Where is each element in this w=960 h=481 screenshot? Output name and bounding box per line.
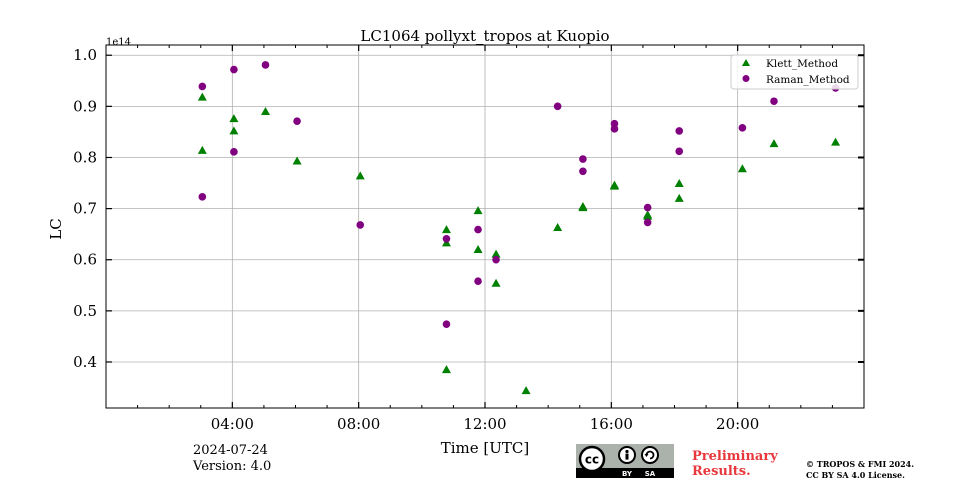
y-tick-label: 0.7 <box>73 200 97 218</box>
raman-point <box>261 61 270 69</box>
raman-point <box>553 102 562 111</box>
raman-point <box>198 193 207 201</box>
cc-logo-text: cc <box>585 453 599 467</box>
klett-point <box>473 245 483 254</box>
klett-point <box>355 171 365 180</box>
klett-point <box>229 114 239 123</box>
klett-point <box>473 206 483 215</box>
legend-box <box>730 54 859 90</box>
plot-frame <box>105 44 865 409</box>
cc-logo-icon <box>578 445 606 473</box>
klett-point <box>553 223 563 232</box>
y-tick-label: 1.0 <box>73 46 97 64</box>
raman-point <box>474 277 482 286</box>
preliminary-line-2: Results. <box>692 464 751 479</box>
x-axis-label: Time [UTC] <box>441 439 530 457</box>
klett-point <box>441 365 451 374</box>
klett-point <box>674 193 684 202</box>
raman-point <box>675 147 684 156</box>
y-tick-label: 0.9 <box>73 97 97 115</box>
by-person-body-icon <box>625 453 629 460</box>
x-tick-label: 04:00 <box>211 415 254 433</box>
footer-date: 2024-07-24 <box>193 443 268 458</box>
footer-version: Version: 4.0 <box>193 459 272 474</box>
klett-point <box>197 92 207 101</box>
y-tick-label: 0.5 <box>73 302 97 320</box>
klett-point <box>441 225 451 234</box>
sa-sharealike-icon <box>641 446 659 464</box>
cc-badge-strip <box>576 468 674 478</box>
sa-label: SA <box>645 470 656 478</box>
klett-point <box>674 179 684 188</box>
grid-lines <box>106 45 864 408</box>
raman-point <box>198 82 207 91</box>
raman-point <box>579 155 587 163</box>
klett-point <box>260 106 270 115</box>
raman-point <box>442 234 451 243</box>
raman-point <box>643 203 652 212</box>
copyright-line-2: CC BY SA 4.0 License. <box>806 470 905 480</box>
raman-point <box>442 320 451 328</box>
legend: Klett_Method Raman_Method <box>730 54 859 90</box>
klett-point <box>578 203 588 212</box>
klett-point <box>521 386 531 395</box>
preliminary-results-note: Preliminary Results. <box>692 449 778 479</box>
copyright-line-1: © TROPOS & FMI 2024. <box>806 459 915 469</box>
raman-point <box>293 117 301 125</box>
raman-point <box>474 225 482 234</box>
cc-by-sa-license-badge: cc BY SA <box>576 444 674 478</box>
legend-label-klett: Klett_Method <box>766 58 838 70</box>
by-person-head-icon <box>625 449 629 454</box>
legend-marker-klett <box>742 59 750 66</box>
raman-point <box>610 125 619 133</box>
raman-point <box>230 65 238 74</box>
klett-point <box>737 164 747 173</box>
raman-point <box>356 221 365 229</box>
klett-point <box>831 137 841 146</box>
raman-point <box>643 218 652 227</box>
y-tick-labels: 0.4 0.5 0.6 0.7 0.8 0.9 1.0 <box>73 46 97 371</box>
raman-point <box>770 97 778 106</box>
x-tick-labels: 04:00 08:00 12:00 16:00 20:00 <box>211 415 760 433</box>
klett-point <box>292 156 302 165</box>
copyright-notice: © TROPOS & FMI 2024. CC BY SA 4.0 Licens… <box>806 459 914 481</box>
klett-point <box>491 249 501 258</box>
y-tick-label: 0.8 <box>73 148 97 166</box>
klett-point <box>643 211 653 220</box>
klett-point <box>229 126 239 135</box>
raman-point <box>230 148 238 156</box>
raman-point <box>738 124 747 132</box>
x-tick-label: 12:00 <box>463 415 506 433</box>
chart-title: LC1064 pollyxt_tropos at Kuopio <box>360 27 609 45</box>
y-tick-label: 0.6 <box>73 251 97 269</box>
sa-arrow-icon <box>645 450 655 460</box>
raman-point <box>579 167 587 176</box>
legend-label-raman: Raman_Method <box>766 74 850 86</box>
footer-info: 2024-07-24 Version: 4.0 <box>193 443 271 475</box>
x-tick-label: 08:00 <box>337 415 380 433</box>
sa-arrow-head-icon <box>644 454 649 457</box>
klett-point <box>609 181 619 190</box>
data-points <box>197 61 841 395</box>
x-tick-label: 16:00 <box>590 415 633 433</box>
raman-point <box>492 255 500 264</box>
preliminary-line-1: Preliminary <box>692 449 778 464</box>
raman-point <box>675 127 684 135</box>
klett-point <box>491 278 501 287</box>
y-axis-label: LC <box>47 218 65 239</box>
klett-point <box>197 145 207 154</box>
x-tick-label: 20:00 <box>716 415 759 433</box>
klett-point <box>769 139 779 148</box>
by-label: BY <box>622 470 633 478</box>
y-tick-label: 0.4 <box>73 353 97 371</box>
legend-marker-raman <box>742 75 750 82</box>
y-offset-label: 1e14 <box>106 37 131 48</box>
